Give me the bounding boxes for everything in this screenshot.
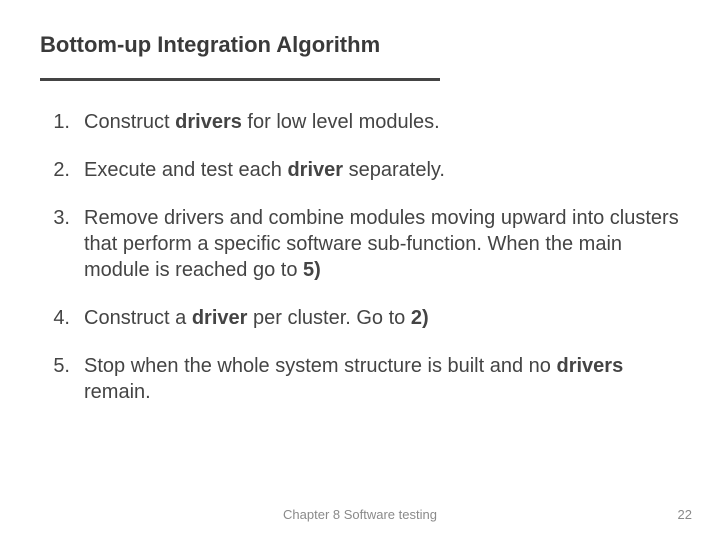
list-item: 3.Remove drivers and combine modules mov…	[40, 205, 680, 283]
footer-text: Chapter 8 Software testing	[0, 507, 720, 522]
algorithm-list: 1.Construct drivers for low level module…	[40, 109, 680, 405]
list-item-text: Construct drivers for low level modules.	[84, 109, 680, 135]
list-item-text: Construct a driver per cluster. Go to 2)	[84, 305, 680, 331]
slide-title: Bottom-up Integration Algorithm	[40, 32, 680, 58]
title-underline	[40, 78, 440, 81]
page-number: 22	[678, 507, 692, 522]
list-item-text: Execute and test each driver separately.	[84, 157, 680, 183]
list-item-number: 2.	[40, 157, 84, 183]
list-item: 4.Construct a driver per cluster. Go to …	[40, 305, 680, 331]
list-item-number: 3.	[40, 205, 84, 283]
list-item-number: 4.	[40, 305, 84, 331]
list-item-number: 1.	[40, 109, 84, 135]
list-item: 2.Execute and test each driver separatel…	[40, 157, 680, 183]
list-item: 1.Construct drivers for low level module…	[40, 109, 680, 135]
list-item-text: Stop when the whole system structure is …	[84, 353, 680, 405]
list-item: 5.Stop when the whole system structure i…	[40, 353, 680, 405]
slide: Bottom-up Integration Algorithm 1.Constr…	[0, 0, 720, 540]
list-item-text: Remove drivers and combine modules movin…	[84, 205, 680, 283]
list-item-number: 5.	[40, 353, 84, 405]
